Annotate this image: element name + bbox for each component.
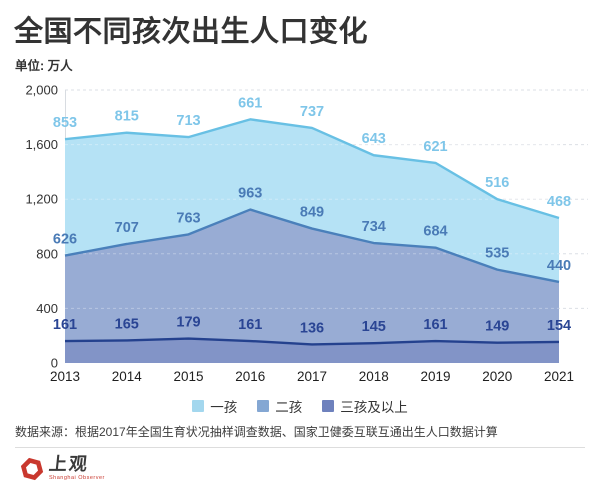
logo-subtitle: Shanghai Observer [49,475,105,481]
y-tick-label: 1,600 [25,137,58,152]
data-label: 643 [362,131,386,147]
legend: 一孩 二孩 三孩及以上 [0,396,600,416]
data-label: 849 [300,205,324,221]
legend-label: 二孩 [275,400,303,415]
data-label: 136 [300,320,324,336]
data-label: 516 [485,175,509,191]
unit-label: 单位: 万人 [15,59,73,73]
data-label: 468 [547,194,571,210]
data-label: 621 [423,139,447,155]
legend-label: 一孩 [210,400,238,415]
data-label: 535 [485,246,509,262]
legend-swatch [257,400,270,412]
data-label: 707 [115,220,139,236]
data-label: 161 [423,317,447,333]
legend-swatch [192,400,205,412]
data-label: 661 [238,95,262,111]
y-tick-label: 1,200 [25,192,58,207]
legend-item-2: 二孩 [257,396,302,416]
y-tick-label: 0 [51,356,58,371]
logo-text: 上观 Shanghai Observer [47,454,105,482]
x-tick-label: 2020 [482,369,512,384]
y-tick-label: 2,000 [25,83,58,98]
x-tick-label: 2015 [173,369,203,384]
x-tick-label: 2017 [297,369,327,384]
birth-population-area-chart: 0 400 800 1,200 1,600 2,000 853 815 713 661 737 643… [25,83,588,384]
data-label: 626 [53,232,77,248]
publisher-logo: 上观 Shanghai Observer [20,454,105,482]
area-三孩及以上 [65,338,559,363]
data-label: 145 [362,319,386,335]
hexagon-logo-icon [20,457,44,481]
y-tick-label: 400 [36,301,58,316]
data-label: 853 [53,115,77,131]
data-label: 963 [238,186,262,202]
line-三孩及以上 [64,337,560,346]
x-tick-label: 2014 [112,369,143,384]
legend-item-3: 三孩及以上 [322,396,408,416]
x-tick-label: 2016 [235,369,265,384]
x-tick-label: 2013 [50,369,80,384]
data-label: 737 [300,104,324,120]
line-一孩 [64,118,560,220]
data-label: 161 [238,317,262,333]
x-tick-label: 2018 [359,369,389,384]
x-tick-label: 2021 [544,369,574,384]
y-tick-label: 800 [36,246,58,261]
page-title: 全国不同孩次出生人口变化 [14,16,369,48]
data-label: 161 [53,317,77,333]
data-label: 713 [176,113,200,129]
data-label: 154 [547,318,571,334]
x-tick-label: 2019 [420,369,450,384]
legend-item-1: 一孩 [192,396,237,416]
data-label: 815 [115,109,139,125]
line-二孩 [64,208,560,284]
data-label: 149 [485,319,509,335]
data-label: 734 [362,219,386,235]
data-label: 763 [176,210,200,226]
legend-label: 三孩及以上 [340,400,408,415]
footer-divider [15,447,585,448]
data-source-note: 数据来源：根据2017年全国生育状况抽样调查数据、国家卫健委互联互通出生人口数据… [15,425,498,439]
hexagon-ring [20,457,44,481]
data-label: 440 [547,258,571,274]
legend-swatch [322,400,335,412]
logo-name: 上观 [47,454,91,474]
data-label: 684 [423,224,447,240]
data-label: 165 [115,316,139,332]
data-label: 179 [176,315,200,331]
